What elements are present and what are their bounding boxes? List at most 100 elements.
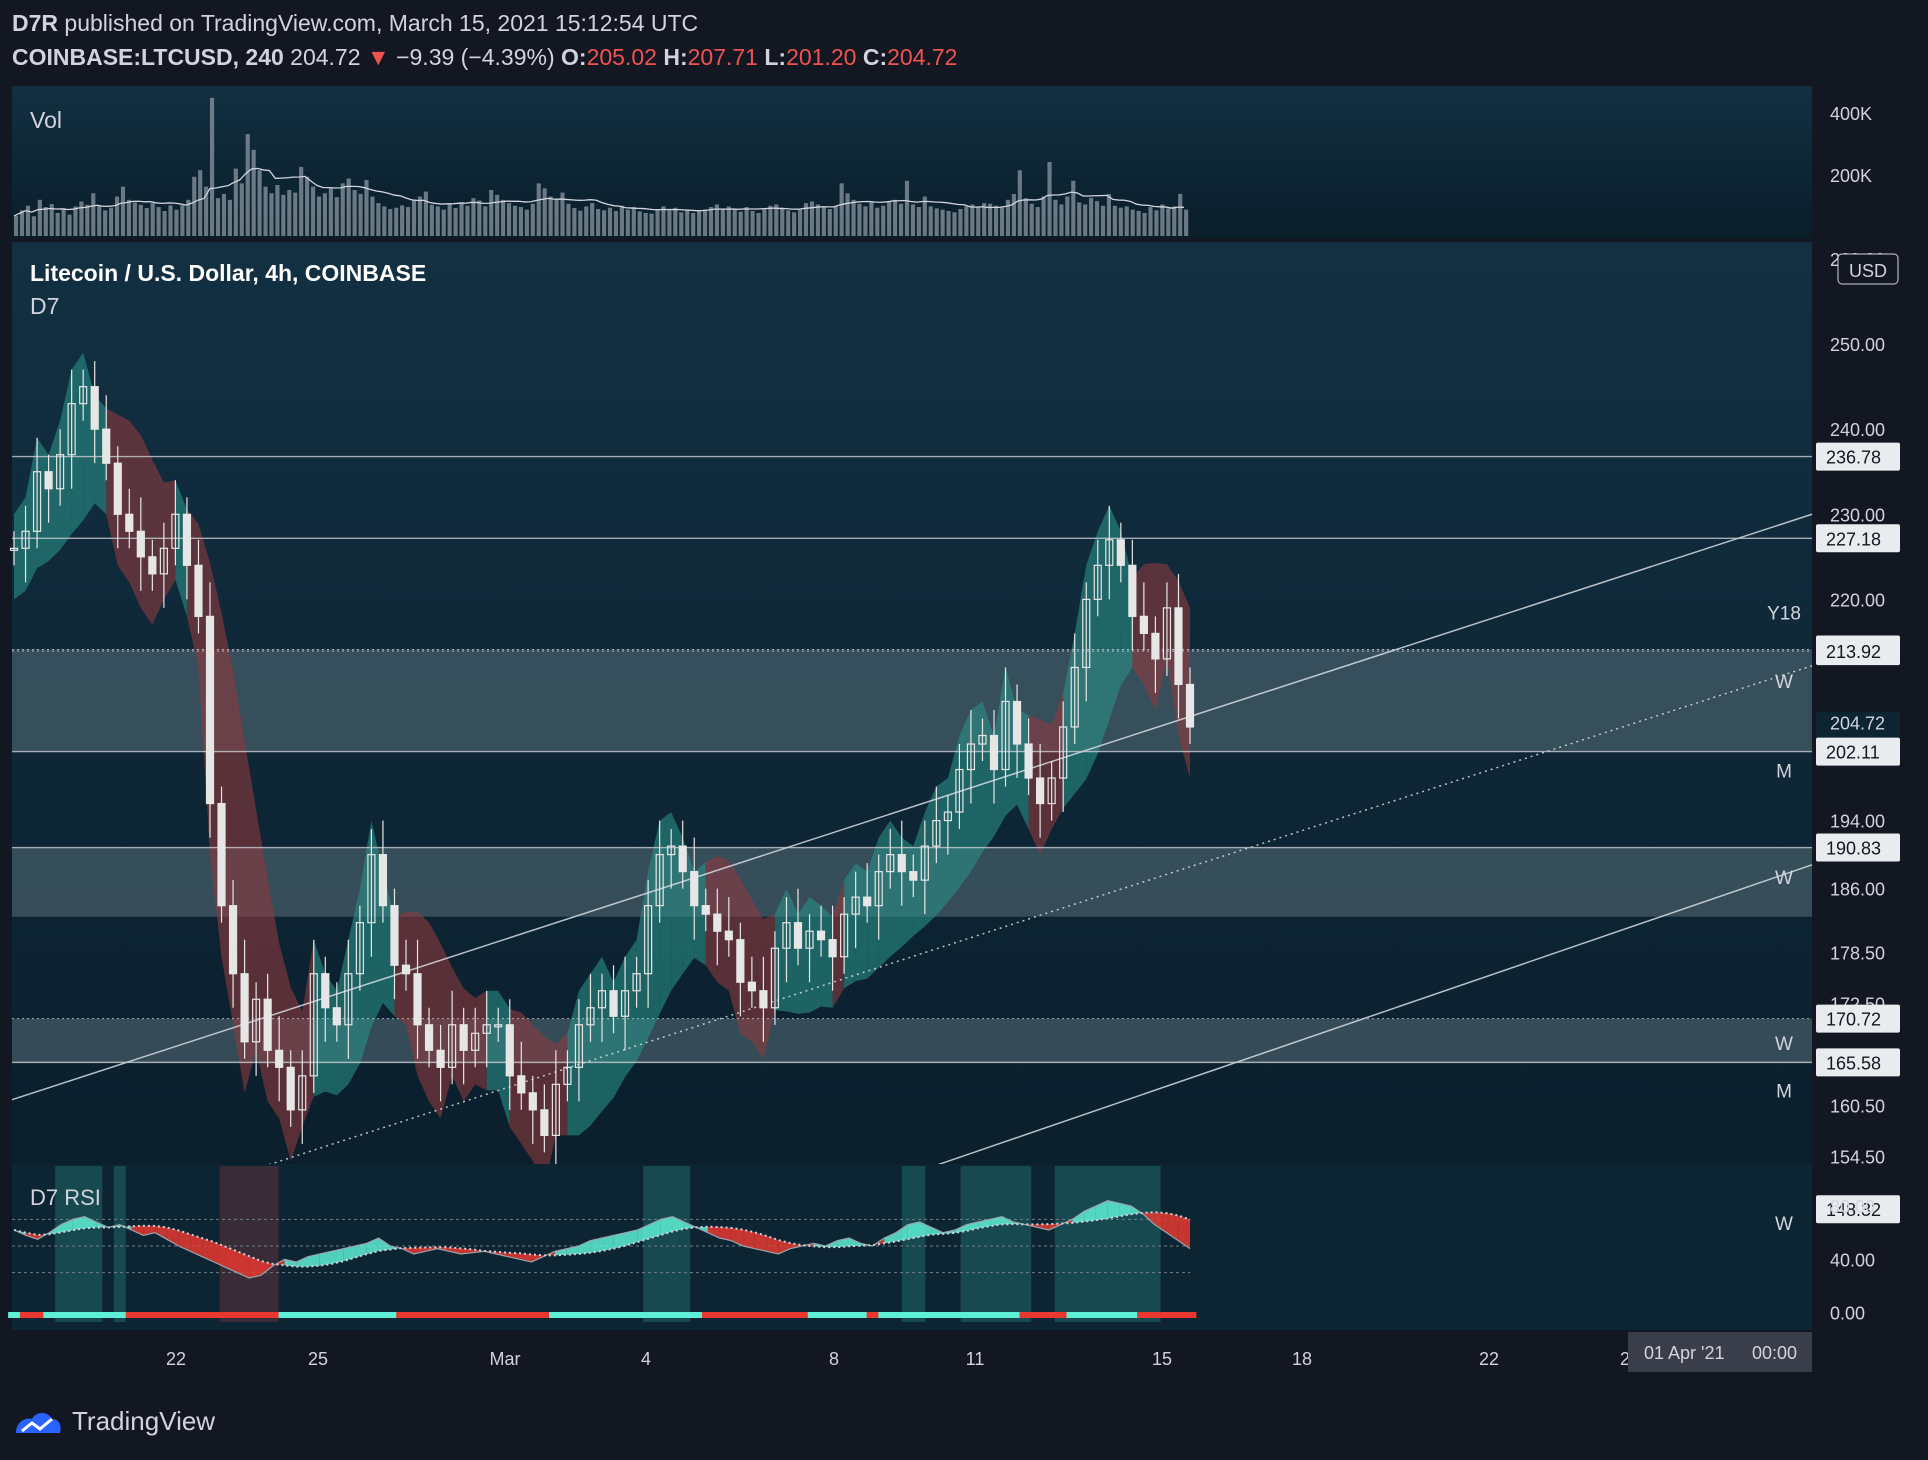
candle[interactable] — [863, 896, 872, 907]
candle[interactable] — [1012, 700, 1022, 745]
candle[interactable] — [482, 1024, 491, 1034]
level-box[interactable] — [1816, 524, 1900, 553]
candle[interactable] — [1116, 539, 1125, 566]
candle[interactable] — [874, 871, 883, 907]
candle[interactable] — [793, 922, 803, 949]
candle[interactable] — [148, 556, 157, 575]
candle[interactable] — [644, 905, 653, 975]
candle[interactable] — [586, 1007, 595, 1026]
candle[interactable] — [21, 530, 30, 549]
candle[interactable] — [113, 462, 122, 515]
candle[interactable] — [609, 990, 618, 1017]
candle[interactable] — [505, 1024, 514, 1077]
candle[interactable] — [56, 454, 65, 490]
candle[interactable] — [1082, 598, 1091, 669]
candle[interactable] — [471, 1032, 480, 1051]
candle[interactable] — [182, 513, 192, 566]
candle[interactable] — [401, 964, 411, 975]
candle[interactable] — [678, 845, 687, 873]
candle[interactable] — [494, 1024, 503, 1028]
candle[interactable] — [528, 1092, 537, 1111]
candle[interactable] — [298, 1075, 307, 1111]
candle[interactable] — [1105, 539, 1114, 566]
candle[interactable] — [32, 471, 42, 532]
candle[interactable] — [828, 939, 837, 958]
candle[interactable] — [909, 871, 918, 881]
candle[interactable] — [263, 998, 272, 1051]
level-box[interactable] — [1816, 1004, 1900, 1033]
candle[interactable] — [252, 998, 261, 1043]
candle[interactable] — [1174, 607, 1183, 686]
candle[interactable] — [782, 922, 791, 949]
candle[interactable] — [540, 1109, 549, 1136]
level-box[interactable] — [1816, 737, 1900, 766]
candle[interactable] — [816, 930, 826, 941]
candle[interactable] — [1024, 743, 1033, 779]
candle[interactable] — [240, 973, 249, 1043]
candle[interactable] — [851, 896, 860, 915]
candle[interactable] — [459, 1024, 468, 1051]
candle[interactable] — [1185, 683, 1195, 728]
candle[interactable] — [159, 547, 168, 575]
candle[interactable] — [136, 530, 145, 558]
candle[interactable] — [597, 990, 607, 1009]
level-box[interactable] — [1816, 637, 1900, 666]
candle[interactable] — [1036, 777, 1045, 805]
brand[interactable]: TradingView — [12, 1406, 215, 1437]
candle[interactable] — [1059, 726, 1068, 779]
candle[interactable] — [1139, 615, 1148, 634]
currency-badge[interactable]: USD — [1849, 261, 1887, 281]
candle[interactable] — [102, 428, 111, 464]
candle[interactable] — [1047, 777, 1056, 805]
candle[interactable] — [1070, 666, 1079, 728]
level-box[interactable] — [1816, 1048, 1900, 1077]
candle[interactable] — [632, 973, 641, 992]
candle[interactable] — [747, 981, 756, 992]
candle[interactable] — [125, 513, 134, 532]
candle[interactable] — [228, 905, 238, 975]
candle[interactable] — [989, 734, 999, 771]
candle[interactable] — [655, 854, 664, 907]
candle[interactable] — [517, 1075, 526, 1094]
candle[interactable] — [321, 973, 330, 1009]
candle[interactable] — [344, 973, 353, 1026]
candle[interactable] — [724, 930, 733, 941]
candle[interactable] — [355, 922, 364, 975]
author-name[interactable]: D7R — [12, 10, 59, 36]
candle[interactable] — [205, 615, 215, 805]
candle[interactable] — [332, 1007, 341, 1026]
candle[interactable] — [759, 990, 768, 1009]
chart-area[interactable]: 260.00250.00240.00230.00220.00194.00186.… — [0, 84, 1928, 1386]
level-box[interactable] — [1816, 1195, 1900, 1224]
candle[interactable] — [667, 845, 676, 856]
symbol-label[interactable]: COINBASE:LTCUSD, 240 — [12, 44, 284, 70]
candle[interactable] — [574, 1024, 584, 1068]
candle[interactable] — [194, 564, 203, 617]
candle[interactable] — [424, 1024, 434, 1051]
candle[interactable] — [805, 930, 814, 949]
candle[interactable] — [44, 471, 53, 490]
candle[interactable] — [736, 939, 745, 983]
candle[interactable] — [79, 386, 88, 405]
trend-channel-line[interactable] — [11, 513, 1813, 1101]
candle[interactable] — [770, 947, 780, 1009]
candle[interactable] — [886, 854, 895, 873]
candle[interactable] — [67, 403, 76, 456]
candle[interactable] — [943, 811, 952, 822]
rsi-pane[interactable] — [12, 1164, 1812, 1330]
candle[interactable] — [378, 854, 388, 907]
candle[interactable] — [713, 913, 722, 932]
candle[interactable] — [1162, 607, 1172, 660]
level-box[interactable] — [1816, 442, 1900, 471]
candle[interactable] — [90, 386, 99, 430]
candle[interactable] — [413, 973, 422, 1026]
candle[interactable] — [932, 819, 941, 847]
candle[interactable] — [436, 1049, 445, 1068]
candle[interactable] — [978, 734, 987, 745]
candle[interactable] — [701, 905, 710, 915]
candle[interactable] — [920, 845, 929, 881]
candle[interactable] — [1001, 700, 1010, 771]
candle[interactable] — [690, 871, 699, 907]
candle[interactable] — [9, 547, 19, 551]
candle[interactable] — [1128, 564, 1137, 617]
